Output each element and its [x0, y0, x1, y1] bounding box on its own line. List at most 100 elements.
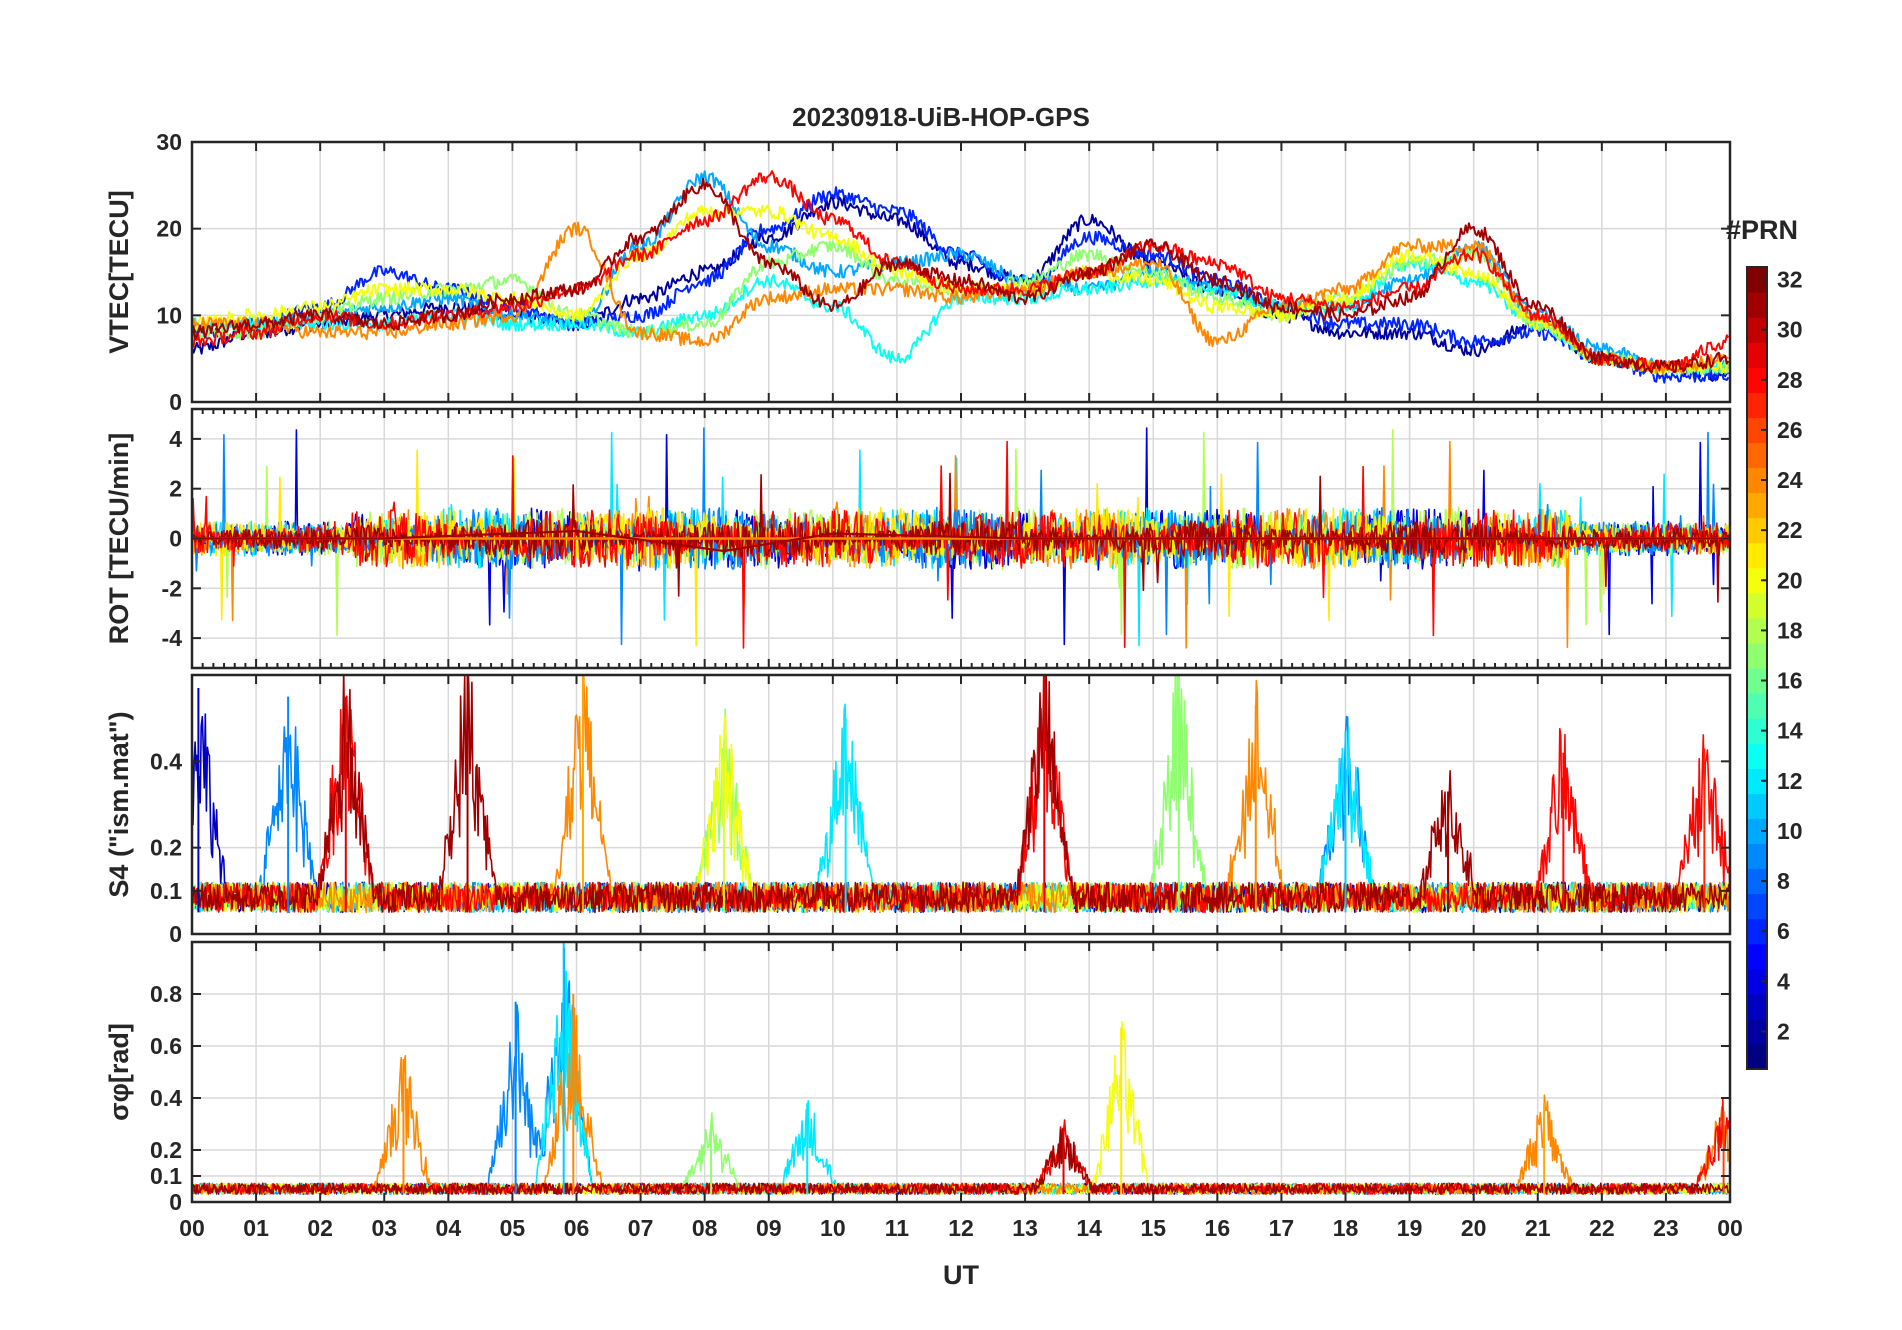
x-tick-label: 10 — [820, 1215, 846, 1241]
x-tick-label: 02 — [307, 1215, 333, 1241]
series-line-prn-20 — [192, 203, 1729, 375]
y-tick-label: 0.4 — [150, 1085, 182, 1111]
x-tick-label: 21 — [1525, 1215, 1551, 1241]
x-tick-label: 16 — [1205, 1215, 1231, 1241]
panel-1: 0 10 20 30 VTEC[TECU] — [104, 129, 1732, 415]
x-tick-label: 00 — [179, 1215, 205, 1241]
panel-2: -4 -2 0 2 4 ROT [TECU/min] — [104, 407, 1732, 670]
colorbar-segment — [1747, 442, 1767, 469]
x-tick-label: 15 — [1140, 1215, 1166, 1241]
y-tick-label: 0 — [169, 921, 182, 947]
colorbar-tick-label: 10 — [1777, 818, 1803, 844]
y-tick-label: 2 — [169, 476, 182, 502]
colorbar-tick-label: 28 — [1777, 367, 1803, 393]
colorbar-segment — [1747, 592, 1767, 619]
colorbar-tick-label: 8 — [1777, 868, 1790, 894]
colorbar-segment — [1747, 843, 1767, 870]
x-tick-label: 05 — [500, 1215, 526, 1241]
colorbar-segment — [1747, 868, 1767, 895]
colorbar-tick-label: 14 — [1777, 718, 1803, 744]
series-line-prn-31 — [192, 675, 1730, 914]
plot-area — [192, 427, 1730, 649]
colorbar-segment — [1747, 392, 1767, 418]
colorbar-tick-label: 4 — [1777, 968, 1790, 994]
series-baseline-prn-31 — [192, 529, 1730, 553]
x-tick-label: 00 — [1717, 1215, 1743, 1241]
colorbar-segment — [1747, 292, 1767, 318]
x-tick-label: 03 — [371, 1215, 397, 1241]
x-tick-label: 11 — [885, 1215, 910, 1241]
y-tick-label: 0.6 — [150, 1033, 182, 1059]
colorbar-segment — [1747, 943, 1767, 970]
colorbar-segment — [1747, 567, 1767, 594]
x-tick-label: 04 — [436, 1215, 462, 1241]
y-tick-label: 0.2 — [150, 835, 182, 861]
colorbar-tick-label: 24 — [1777, 467, 1803, 493]
series-line-prn-31 — [192, 177, 1730, 374]
y-tick-label: 0.1 — [150, 1163, 182, 1189]
colorbar-tick-label: 16 — [1777, 668, 1803, 694]
colorbar-segment — [1747, 693, 1767, 719]
y-tick-label: 4 — [169, 426, 182, 452]
colorbar-segment — [1747, 342, 1767, 368]
y-tick-label: 30 — [156, 129, 182, 155]
x-tick-label: 08 — [692, 1215, 718, 1241]
y-axis-label: VTEC[TECU] — [104, 190, 134, 354]
y-tick-label: -2 — [162, 575, 182, 601]
colorbar-segment — [1747, 1018, 1767, 1045]
x-tick-label: 07 — [628, 1215, 654, 1241]
colorbar-segment — [1747, 968, 1767, 995]
colorbar-tick-label: 2 — [1777, 1018, 1790, 1044]
x-tick-label: 12 — [948, 1215, 974, 1241]
y-axis-label: σφ[rad] — [104, 1023, 134, 1121]
figure-title: 20230918-UiB-HOP-GPS — [792, 102, 1090, 132]
series-line-prn-6 — [192, 186, 1730, 384]
series-line-prn-28 — [192, 170, 1730, 372]
colorbar-segment — [1747, 893, 1767, 920]
colorbar-tick-label: 6 — [1777, 918, 1790, 944]
y-tick-label: 0 — [169, 526, 182, 552]
colorbar-tick-label: 30 — [1777, 317, 1803, 343]
x-axis-label: UT — [943, 1260, 979, 1290]
colorbar-title: #PRN — [1726, 215, 1798, 245]
series-line-prn-24 — [192, 675, 1730, 914]
x-tick-label: 18 — [1333, 1215, 1359, 1241]
y-tick-label: 0.2 — [150, 1137, 182, 1163]
colorbar-segment — [1747, 467, 1767, 494]
colorbar-tick-label: 12 — [1777, 768, 1803, 794]
x-tick-label: 22 — [1589, 1215, 1615, 1241]
colorbar-segment — [1747, 918, 1767, 945]
y-tick-label: 10 — [156, 302, 182, 328]
y-axis-label: S4 ("ism.mat") — [104, 711, 134, 897]
colorbar-tick-label: 26 — [1777, 417, 1803, 443]
x-tick-label: 01 — [243, 1215, 269, 1241]
series-line-prn-28 — [192, 675, 1730, 914]
y-axis-label: ROT [TECU/min] — [104, 433, 134, 644]
y-tick-label: 0.4 — [150, 748, 182, 774]
series-line-prn-28 — [192, 440, 1730, 649]
y-tick-label: 0.8 — [150, 981, 182, 1007]
y-tick-label: 0 — [169, 1189, 182, 1215]
y-tick-label: -4 — [162, 625, 183, 651]
colorbar-segment — [1747, 492, 1767, 519]
x-tick-label: 17 — [1269, 1215, 1295, 1241]
colorbar-segment — [1747, 993, 1767, 1020]
y-tick-label: 20 — [156, 216, 182, 242]
plot-area — [192, 675, 1730, 914]
colorbar-segment — [1747, 818, 1767, 845]
x-tick-label: 13 — [1012, 1215, 1038, 1241]
colorbar-segment — [1747, 617, 1767, 644]
series-line-prn-24 — [192, 221, 1729, 375]
colorbar-segment — [1747, 642, 1767, 669]
colorbar-segment — [1747, 768, 1767, 794]
colorbar-segment — [1747, 743, 1767, 769]
colorbar-segment — [1747, 793, 1767, 819]
x-tick-label: 09 — [756, 1215, 782, 1241]
x-tick-label: 20 — [1461, 1215, 1487, 1241]
x-tick-label: 06 — [564, 1215, 590, 1241]
colorbar-tick-label: 22 — [1777, 517, 1803, 543]
colorbar-segment — [1747, 317, 1767, 343]
